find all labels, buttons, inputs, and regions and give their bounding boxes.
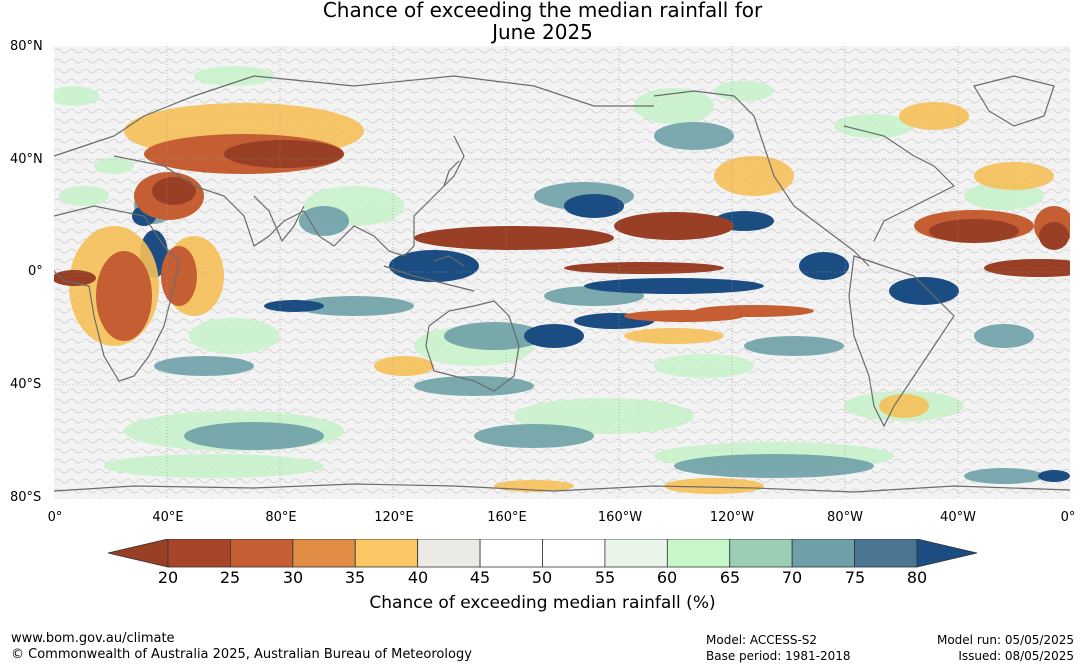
- colorbar-tick: 80: [906, 568, 928, 587]
- colorbar-cell: [479, 539, 543, 568]
- dark-brown-regions: [54, 140, 1070, 286]
- lon-label-80w: 80°W: [827, 510, 863, 525]
- footer-copyright: © Commonwealth of Australia 2025, Austra…: [11, 647, 472, 662]
- teal-regions: [134, 122, 1044, 484]
- footer-model: Model: ACCESS-S2: [706, 633, 818, 647]
- lat-label-80n: 80°N: [10, 39, 43, 54]
- colorbar-cell: [604, 539, 668, 568]
- footer-model-run: Model run: 05/05/2025: [936, 633, 1074, 647]
- lat-label-40n: 40°N: [10, 152, 43, 167]
- colorbar-tick: 35: [344, 568, 366, 587]
- colorbar-tick: 25: [219, 568, 241, 587]
- footer-base-period: Base period: 1981-2018: [706, 649, 851, 663]
- colorbar: [107, 539, 978, 568]
- colorbar-cell: [292, 539, 356, 568]
- colorbar-cell: [167, 539, 231, 568]
- colorbar-cells: [167, 539, 918, 568]
- lon-label-40w: 40°W: [940, 510, 976, 525]
- colorbar-label: Chance of exceeding median rainfall (%): [369, 593, 716, 613]
- lon-label-80e: 80°E: [265, 510, 297, 525]
- footer-issued: Issued: 08/05/2025: [958, 649, 1074, 663]
- colorbar-tick: 55: [594, 568, 616, 587]
- rainfall-probability-map: [54, 46, 1070, 499]
- map-title-line-2: June 2025: [492, 20, 593, 44]
- colorbar-tick: 75: [844, 568, 866, 587]
- colorbar-cell: [542, 539, 606, 568]
- colorbar-high-arrow: [916, 539, 978, 568]
- lat-label-equator: 0°: [28, 264, 43, 279]
- lat-label-40s: 40°S: [10, 377, 42, 392]
- colorbar-tick: 20: [157, 568, 179, 587]
- colorbar-tick: 50: [531, 568, 553, 587]
- colorbar-cell: [854, 539, 918, 568]
- colorbar-tick: 40: [407, 568, 429, 587]
- lon-label-360: 0°: [1060, 510, 1076, 525]
- colorbar-cell: [354, 539, 419, 568]
- colorbar-cell: [417, 539, 481, 568]
- colorbar-tick: 60: [656, 568, 678, 587]
- colorbar-cell: [666, 539, 731, 568]
- coastlines: [54, 75, 1070, 493]
- lon-label-160w: 160°W: [597, 510, 643, 525]
- lon-label-160e: 160°E: [487, 510, 527, 525]
- colorbar-cell: [230, 539, 294, 568]
- lon-label-0: 0°: [47, 510, 63, 525]
- colorbar-cell: [791, 539, 855, 568]
- graticule: [54, 46, 1070, 499]
- lon-label-120e: 120°E: [374, 510, 414, 525]
- colorbar-cell: [729, 539, 793, 568]
- lat-label-80s: 80°S: [10, 490, 42, 505]
- colorbar-tick: 70: [781, 568, 803, 587]
- colorbar-tick: 65: [719, 568, 741, 587]
- colorbar-tick: 30: [282, 568, 304, 587]
- footer-url: www.bom.gov.au/climate: [11, 631, 175, 646]
- colorbar-tick: 45: [469, 568, 491, 587]
- lon-label-40e: 40°E: [152, 510, 184, 525]
- lon-label-120w: 120°W: [709, 510, 755, 525]
- map-title-line-1: Chance of exceeding the median rainfall …: [322, 0, 763, 22]
- colorbar-low-arrow: [107, 539, 169, 568]
